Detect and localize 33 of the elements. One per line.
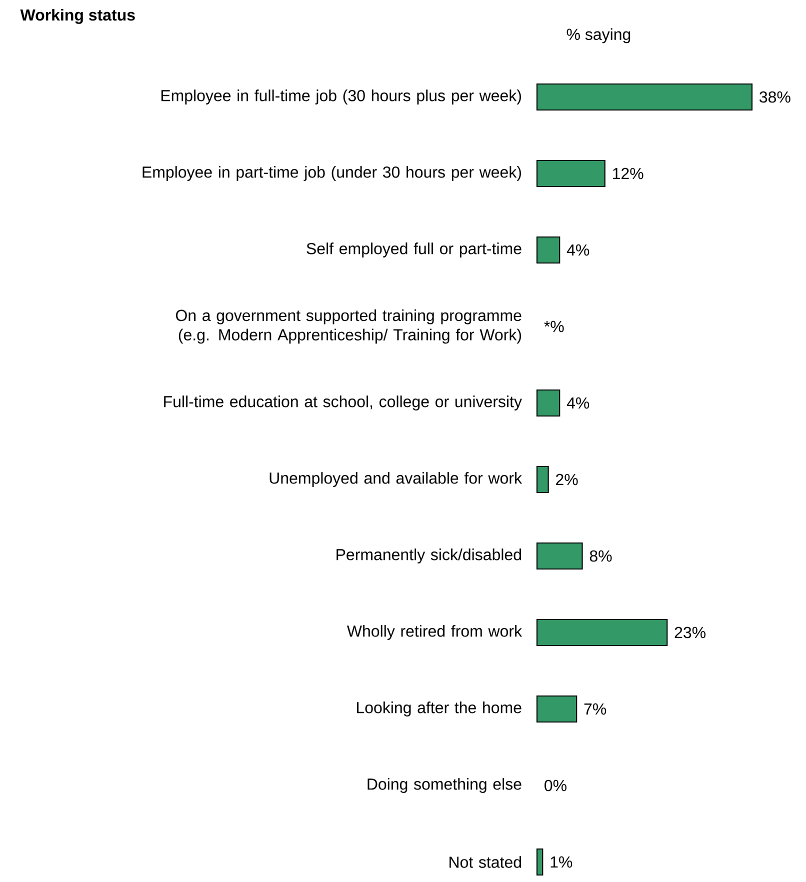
data-label: 38% [760, 91, 790, 103]
bar [536, 848, 544, 876]
y-tick-label: Wholly retired from work [346, 625, 522, 640]
data-label: 12% [613, 168, 644, 180]
data-label: 0% [544, 780, 566, 792]
y-tick-label: Unemployed and available for work [270, 472, 522, 487]
y-tick-label: Not stated [450, 856, 522, 868]
data-label: 1% [550, 856, 572, 868]
data-label: 2% [556, 474, 578, 486]
y-tick-label: Employee in part-time job (under 30 hours per week) [142, 166, 521, 181]
bar [536, 542, 583, 570]
bar [536, 236, 560, 264]
data-label: 4% [566, 244, 590, 256]
y-tick-label: Full-time education at school, college or university [164, 396, 522, 410]
bar [536, 466, 549, 494]
bar [536, 83, 753, 111]
data-label: 7% [584, 703, 606, 715]
bar [536, 618, 668, 646]
data-label: 23% [674, 626, 706, 638]
bar [536, 695, 578, 723]
bar [536, 389, 560, 417]
data-label: 4% [566, 397, 590, 409]
text: *% [544, 320, 564, 332]
y-tick-label: Employee in full-time job (30 hours plus per week) [161, 90, 521, 104]
y-tick-label: Self employed full or part-time [306, 242, 522, 258]
text: Working status [20, 8, 135, 24]
bar [536, 160, 606, 188]
y-tick-label: Doing something else [368, 778, 522, 793]
y-tick-label: On a government supported training programme (e.g. Modern Apprenticeship/ Training for Work) [176, 309, 522, 344]
data-label: 8% [590, 550, 612, 562]
text: % saying [566, 28, 630, 44]
y-tick-label: Looking after the home [357, 702, 522, 716]
y-tick-label: Permanently sick/disabled [336, 548, 521, 564]
